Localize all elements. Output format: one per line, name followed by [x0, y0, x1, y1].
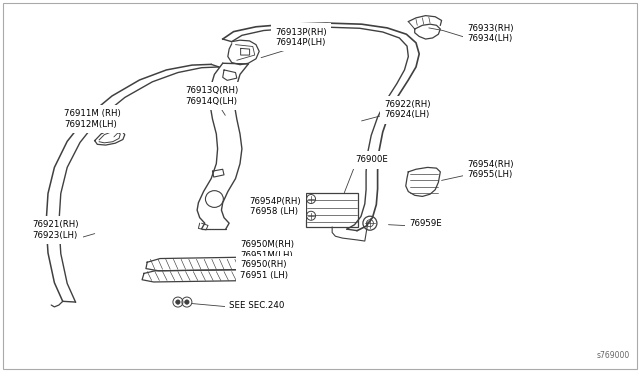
Circle shape: [185, 300, 189, 304]
Text: 76922(RH)
76924(LH): 76922(RH) 76924(LH): [384, 100, 431, 119]
Text: 76913P(RH)
76914P(LH): 76913P(RH) 76914P(LH): [275, 28, 327, 47]
Text: 76913Q(RH)
76914Q(LH): 76913Q(RH) 76914Q(LH): [186, 86, 239, 106]
Circle shape: [176, 300, 180, 304]
Text: 76959E: 76959E: [410, 219, 442, 228]
Text: 76921(RH)
76923(LH): 76921(RH) 76923(LH): [32, 220, 79, 240]
Text: 76954(RH)
76955(LH): 76954(RH) 76955(LH): [467, 160, 514, 179]
Text: 76900E: 76900E: [355, 155, 388, 164]
Text: SEE SEC.240: SEE SEC.240: [229, 301, 285, 310]
Text: 76950(RH)
76951 (LH): 76950(RH) 76951 (LH): [240, 260, 288, 280]
Text: 76933(RH)
76934(LH): 76933(RH) 76934(LH): [467, 24, 514, 43]
Text: s769000: s769000: [596, 351, 630, 360]
Text: 76950M(RH)
76951M(LH): 76950M(RH) 76951M(LH): [240, 240, 294, 260]
Text: 76911M (RH)
76912M(LH): 76911M (RH) 76912M(LH): [64, 109, 121, 129]
Text: 76954P(RH)
76958 (LH): 76954P(RH) 76958 (LH): [250, 197, 301, 216]
